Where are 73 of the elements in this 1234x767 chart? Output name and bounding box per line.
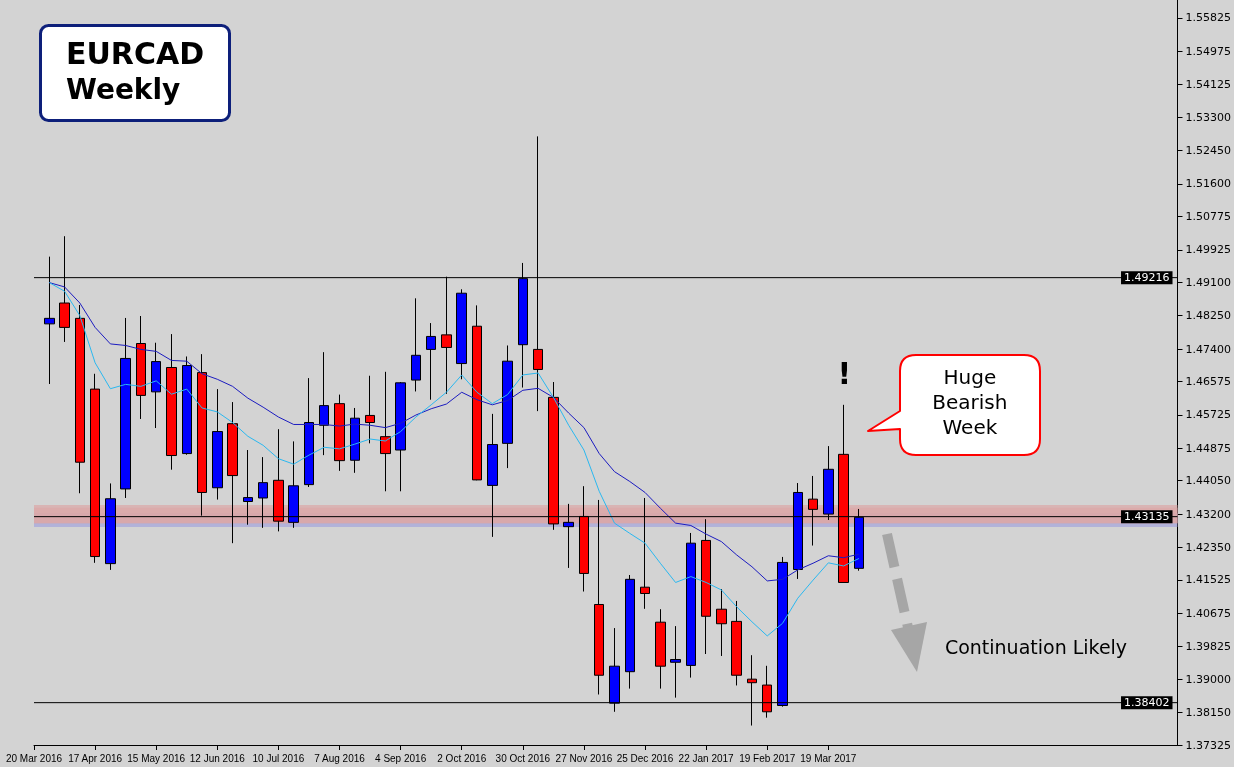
candlestick xyxy=(365,375,375,444)
y-tick-label: 1.44875 xyxy=(1185,441,1232,455)
candlestick xyxy=(502,344,513,469)
candlestick xyxy=(212,388,223,501)
candlestick xyxy=(380,371,391,492)
text: EURCAD xyxy=(66,35,205,71)
candlestick xyxy=(319,351,329,456)
x-tick-label: 19 Mar 2017 xyxy=(800,752,857,764)
y-tick-label: 1.52450 xyxy=(1185,144,1232,158)
ref-line-label: 1.38402 xyxy=(1124,696,1170,710)
x-tick-label: 30 Oct 2016 xyxy=(495,752,551,764)
candlestick xyxy=(411,297,421,392)
candlestick xyxy=(304,377,314,488)
y-tick-label: 1.54975 xyxy=(1185,44,1232,58)
ref-line-label: 1.49216 xyxy=(1124,271,1170,285)
y-tick-label: 1.45725 xyxy=(1185,408,1232,422)
x-tick-label: 17 Apr 2016 xyxy=(68,752,123,764)
candlestick xyxy=(670,625,681,699)
annotation: Huge Bearish Week xyxy=(931,365,1009,440)
candlestick xyxy=(151,342,161,429)
candlestick xyxy=(182,355,192,456)
x-tick-label: 19 Feb 2017 xyxy=(739,752,796,764)
y-tick-label: 1.54125 xyxy=(1185,78,1232,92)
candlestick xyxy=(166,333,177,471)
candlestick xyxy=(75,304,85,494)
x-tick-label: 10 Jul 2016 xyxy=(252,752,305,764)
candlestick xyxy=(731,600,742,686)
x-tick-label: 7 Aug 2016 xyxy=(314,752,366,764)
candlestick xyxy=(456,288,467,380)
y-tick-label: 1.39825 xyxy=(1185,640,1232,654)
y-tick-label: 1.55825 xyxy=(1185,11,1232,25)
x-tick-label: 22 Jan 2017 xyxy=(678,752,735,764)
candlestick xyxy=(350,407,360,474)
x-tick-label: 4 Sep 2016 xyxy=(375,752,427,764)
y-tick-label: 1.49100 xyxy=(1185,275,1232,289)
candlestick xyxy=(701,518,711,655)
candlestick xyxy=(655,608,666,690)
candlestick xyxy=(686,532,696,679)
line-series xyxy=(48,282,860,582)
y-tick-label: 1.43200 xyxy=(1185,507,1232,521)
x-tick-label: 2 Oct 2016 xyxy=(437,752,487,764)
line-series xyxy=(48,282,860,637)
x-tick-label: 12 Jun 2016 xyxy=(189,752,246,764)
candlestick xyxy=(472,304,482,481)
x-tick-label: 25 Dec 2016 xyxy=(616,752,674,764)
ref-line-label: 1.43135 xyxy=(1124,510,1170,524)
y-tick-label: 1.39000 xyxy=(1185,672,1232,686)
y-tick-label: 1.50775 xyxy=(1185,209,1232,223)
x-tick-label: 27 Nov 2016 xyxy=(555,752,613,764)
y-tick-label: 1.46575 xyxy=(1185,374,1232,388)
x-tick-label: 15 May 2016 xyxy=(127,752,186,764)
candlestick xyxy=(120,317,131,499)
candlestick xyxy=(426,322,436,401)
x-tick-label: 20 Mar 2016 xyxy=(5,752,63,764)
text: Weekly xyxy=(66,72,181,106)
candlestick xyxy=(716,588,727,657)
annotation: Continuation Likely xyxy=(944,636,1128,658)
y-tick-label: 1.38150 xyxy=(1185,706,1232,720)
annotation: ! xyxy=(837,356,852,391)
y-tick-label: 1.49925 xyxy=(1185,243,1232,257)
y-tick-label: 1.51600 xyxy=(1185,177,1232,191)
y-tick-label: 1.37325 xyxy=(1185,738,1232,752)
candlestick xyxy=(136,315,146,420)
y-tick-label: 1.42350 xyxy=(1185,541,1232,554)
y-tick-label: 1.47400 xyxy=(1185,342,1232,356)
candlestick xyxy=(334,394,345,472)
y-tick-label: 1.48250 xyxy=(1185,309,1232,323)
y-tick-label: 1.53300 xyxy=(1185,110,1232,124)
y-tick-label: 1.41525 xyxy=(1185,573,1232,587)
candlestick xyxy=(395,381,406,492)
candlestick xyxy=(625,574,635,690)
y-tick-label: 1.40675 xyxy=(1185,606,1232,620)
y-tick-label: 1.44050 xyxy=(1185,474,1232,488)
